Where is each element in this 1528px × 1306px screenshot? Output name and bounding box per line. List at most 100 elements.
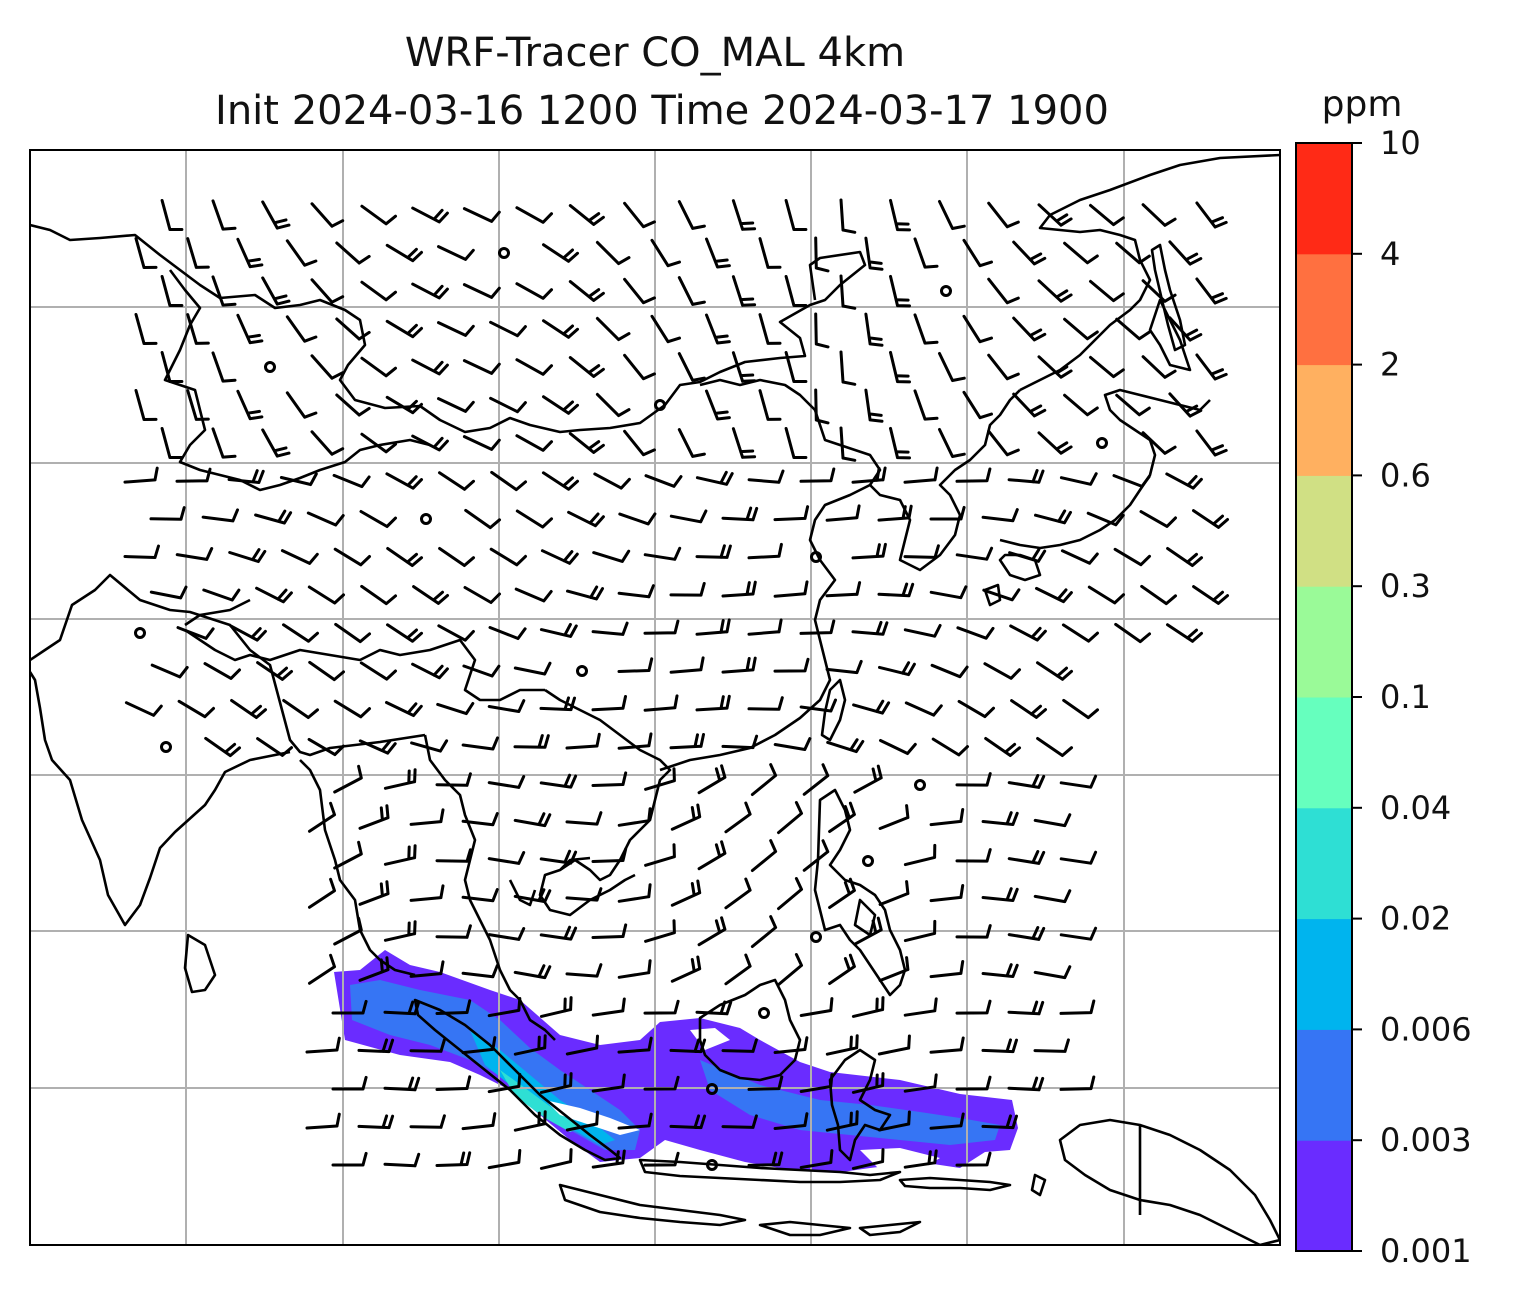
wind-barb	[333, 699, 371, 719]
wind-barb	[747, 1151, 784, 1167]
coastline-sri-lanka	[183, 933, 217, 994]
wind-barb	[310, 202, 345, 228]
wind-barb	[438, 471, 475, 491]
wind-barb	[542, 395, 579, 415]
wind-barb	[539, 1072, 573, 1094]
wind-barb	[565, 963, 603, 978]
wind-barb	[409, 1114, 446, 1129]
wind-barb	[773, 580, 809, 598]
wind-barb	[160, 351, 184, 383]
wind-barb	[724, 877, 752, 910]
wind-barb	[308, 801, 336, 833]
wind-barb	[591, 847, 628, 863]
wind-barb	[747, 469, 785, 484]
wind-barb	[487, 851, 526, 865]
wind-barb	[435, 924, 472, 939]
coastline-sakhalin	[1150, 243, 1187, 352]
wind-barb	[461, 1036, 497, 1055]
wind-barb	[513, 888, 552, 904]
calm-wind-circle	[498, 247, 510, 259]
wind-barb	[670, 879, 702, 907]
wind-barb	[962, 238, 993, 268]
wind-barb	[731, 275, 757, 307]
wind-barb	[747, 542, 783, 560]
wind-barb	[285, 239, 318, 267]
wind-barb	[357, 1038, 395, 1054]
wind-barb	[695, 1000, 733, 1016]
wind-barb	[773, 1112, 809, 1130]
colorbar-swatch	[1296, 475, 1352, 587]
wind-barb	[784, 275, 808, 307]
wind-barb	[435, 1075, 472, 1091]
wind-barb	[310, 278, 345, 304]
wind-barb	[1141, 203, 1177, 227]
colorbar-tick-label: 0.02	[1380, 900, 1451, 938]
wind-barb	[1115, 317, 1151, 341]
wind-barb	[595, 240, 631, 266]
border-mongolia-china	[163, 269, 431, 492]
wind-barb	[383, 920, 417, 942]
wind-barb	[623, 277, 656, 305]
colorbar-tick-label: 0.6	[1380, 456, 1431, 494]
wind-barb	[410, 739, 449, 753]
wind-barb	[487, 997, 522, 1018]
colorbar-unit: ppm	[1322, 84, 1403, 125]
wind-barb	[799, 467, 836, 483]
colorbar-tick-label: 0.04	[1380, 789, 1451, 827]
wind-barb	[515, 358, 553, 376]
wind-barb	[623, 429, 656, 457]
wind-barb	[903, 843, 937, 867]
wind-barb	[695, 694, 731, 712]
colorbar-swatch	[1296, 143, 1352, 255]
wind-barb	[617, 1112, 653, 1130]
wind-barb	[929, 960, 965, 979]
coastline-timor-south	[558, 1183, 922, 1237]
wind-barb	[784, 351, 808, 383]
wind-barb	[1007, 1000, 1045, 1016]
wind-barb	[1140, 584, 1177, 606]
wind-barb	[565, 732, 601, 750]
wind-barb	[1141, 431, 1177, 455]
colorbar-tick-label: 4	[1380, 235, 1400, 273]
wind-barb	[515, 282, 553, 300]
wind-barb	[490, 470, 527, 492]
wind-barb	[784, 427, 808, 459]
wind-barb	[360, 204, 397, 226]
wind-barb	[617, 584, 655, 599]
wind-barb	[617, 883, 652, 903]
wind-barb	[385, 319, 423, 339]
wind-barb	[568, 432, 605, 454]
wind-barb	[228, 548, 267, 563]
wind-barb	[903, 919, 937, 943]
wind-barb	[1115, 393, 1151, 417]
wind-barb	[864, 388, 884, 423]
wind-barb	[955, 999, 992, 1015]
wind-barb	[463, 586, 501, 604]
calm-wind-circle	[134, 627, 146, 639]
wind-barb	[644, 767, 676, 791]
wind-barb	[1059, 926, 1098, 941]
wind-barb	[677, 200, 706, 230]
wind-barb	[489, 396, 527, 414]
wind-barb	[386, 547, 423, 567]
wind-barb	[1063, 241, 1099, 265]
wind-barb	[903, 544, 940, 559]
coastline-japan	[983, 298, 1211, 607]
wind-barb	[488, 626, 527, 640]
wind-barb	[705, 389, 731, 421]
wind-barb	[359, 661, 397, 681]
wind-barb	[903, 466, 939, 484]
wind-barb	[160, 427, 184, 459]
wind-barb	[308, 660, 345, 682]
wind-barb	[358, 804, 390, 830]
wind-barb	[617, 959, 652, 979]
wind-barb	[677, 276, 706, 306]
wind-barb	[461, 812, 499, 827]
calm-wind-circle	[654, 399, 666, 411]
wind-barb	[617, 1036, 653, 1054]
wind-barb	[1037, 203, 1073, 227]
wind-barb	[643, 694, 679, 712]
calm-wind-circle	[758, 1007, 770, 1019]
wind-barb	[513, 734, 550, 749]
wind-barb	[335, 393, 371, 417]
